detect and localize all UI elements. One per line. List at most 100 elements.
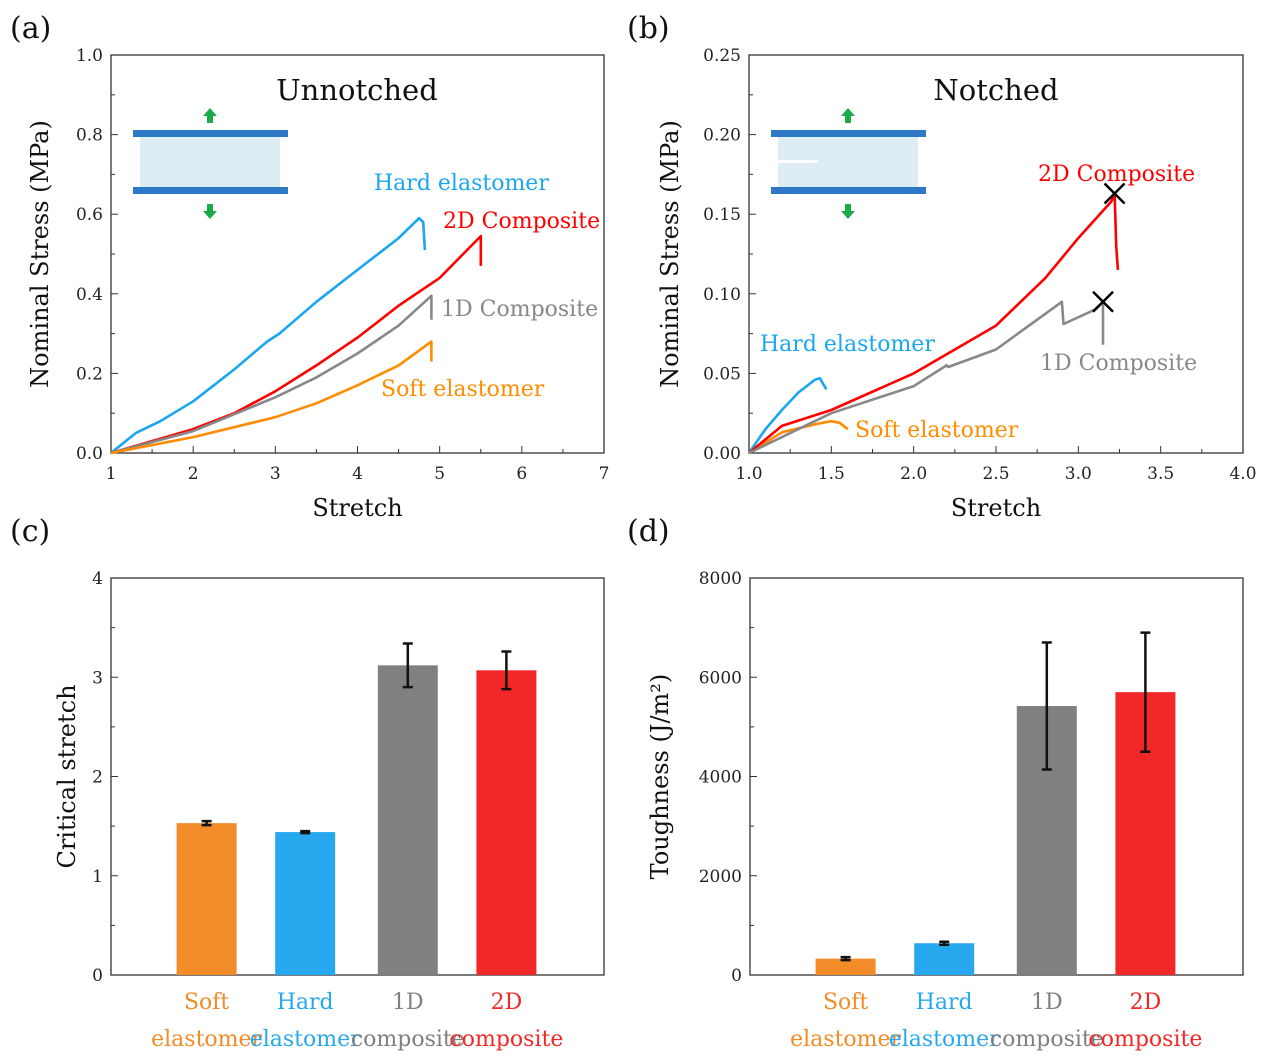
- category-label: composite: [351, 1027, 465, 1052]
- y-tick-label: 0.25: [703, 46, 741, 66]
- category-label: elastomer: [790, 1027, 901, 1052]
- category-label: elastomer: [250, 1027, 361, 1052]
- y-axis-label: Nominal Stress (MPa): [26, 120, 54, 388]
- category-label: elastomer: [889, 1027, 1000, 1052]
- chart-title: Unnotched: [276, 73, 438, 107]
- category-label: Hard: [916, 990, 973, 1015]
- y-tick-label: 0.2: [76, 364, 103, 384]
- category-label: Hard: [277, 990, 334, 1015]
- series-line-1d-composite: [110, 294, 433, 455]
- x-tick-label: 3.0: [1065, 464, 1092, 484]
- notch-cut: [778, 160, 818, 163]
- bar: [377, 665, 438, 975]
- error-bar: [501, 650, 512, 691]
- bar: [275, 832, 336, 975]
- error-bar: [939, 940, 950, 946]
- series-line-hard-elastomer: [110, 216, 427, 455]
- x-tick-label: 2.0: [900, 464, 927, 484]
- error-bar: [840, 955, 851, 962]
- category-label: composite: [449, 1027, 563, 1052]
- specimen-inset: [133, 108, 288, 219]
- x-tick-label: 2: [188, 464, 199, 484]
- y-tick-label: 2: [92, 768, 103, 788]
- series-label: Hard elastomer: [374, 171, 549, 196]
- plot-frame: [748, 54, 1244, 454]
- error-bar: [1041, 641, 1052, 771]
- fracture-x-marker: [1103, 182, 1126, 205]
- x-tick-label: 3: [270, 464, 281, 484]
- panel-d: (d) 0 2000 4000 6000 8000 Toughness (J/m²) Soft…: [627, 514, 1244, 1052]
- y-tick-label: 0.6: [76, 205, 103, 225]
- category-label: Soft: [184, 990, 229, 1015]
- series-line-2d-composite: [110, 234, 483, 455]
- series-line-2d-composite: [748, 192, 1120, 455]
- series-label: Soft elastomer: [855, 418, 1019, 443]
- category-label: Soft: [823, 990, 868, 1015]
- x-tick-label: 6: [516, 464, 527, 484]
- category-label: elastomer: [151, 1027, 262, 1052]
- series-line-soft-elastomer: [748, 419, 849, 455]
- category-label: composite: [990, 1027, 1104, 1052]
- y-tick-label: 0.0: [76, 444, 103, 464]
- bar: [476, 670, 537, 975]
- panel-b: (b) 0.00 0.05 0.10 0.15 0.20 0.25 Nominal Stres…: [627, 11, 1257, 522]
- y-tick-label: 0.4: [76, 285, 103, 305]
- clamp-bar: [133, 187, 288, 194]
- y-tick-label: 0.10: [703, 285, 741, 305]
- category-label: composite: [1088, 1027, 1202, 1052]
- series-label: 1D Composite: [441, 297, 598, 322]
- error-bar: [1140, 631, 1151, 753]
- arrow-up-icon: [203, 108, 217, 123]
- chart-title: Notched: [933, 73, 1058, 107]
- x-tick-label: 4.0: [1229, 464, 1256, 484]
- panel-label: (c): [10, 514, 50, 549]
- y-axis-label: Toughness (J/m²): [646, 674, 674, 880]
- clamp-bar: [771, 130, 926, 137]
- category-label: 1D: [392, 990, 424, 1015]
- error-bar: [300, 829, 311, 835]
- arrow-down-icon: [841, 204, 855, 219]
- clamp-bar: [133, 130, 288, 137]
- x-tick-label: 1.0: [735, 464, 762, 484]
- y-axis-label: Critical stretch: [53, 684, 81, 868]
- arrow-down-icon: [203, 204, 217, 219]
- panel-label: (b): [627, 11, 670, 46]
- x-tick-label: 4: [352, 464, 363, 484]
- x-tick-label: 7: [599, 464, 610, 484]
- series-label: 2D Composite: [443, 209, 600, 234]
- panel-c: (c) 0 1 2 3 4 Critical stretch Soft elastomer Har…: [10, 514, 605, 1052]
- x-tick-label: 5: [434, 464, 445, 484]
- bar: [176, 823, 237, 975]
- category-label: 2D: [491, 990, 523, 1015]
- y-tick-label: 0.8: [76, 126, 103, 146]
- x-axis-label: Stretch: [951, 494, 1041, 522]
- error-bar: [402, 642, 413, 689]
- series-label: Soft elastomer: [381, 377, 545, 402]
- panel-label: (d): [627, 514, 670, 549]
- y-tick-label: 4: [92, 569, 103, 589]
- series-label: 1D Composite: [1040, 351, 1197, 376]
- category-label: 1D: [1031, 990, 1063, 1015]
- x-tick-label: 2.5: [982, 464, 1009, 484]
- x-tick-label: 1.5: [818, 464, 845, 484]
- specimen-inset: [771, 108, 926, 219]
- x-tick-label: 1: [106, 464, 117, 484]
- y-tick-label: 0: [92, 966, 103, 986]
- y-tick-label: 0.00: [703, 444, 741, 464]
- bar: [914, 943, 975, 975]
- series-label: Hard elastomer: [760, 332, 935, 357]
- y-tick-label: 4000: [699, 768, 742, 788]
- category-label: 2D: [1130, 990, 1162, 1015]
- series-line-hard-elastomer: [747, 376, 828, 454]
- bar: [815, 958, 876, 975]
- series-line-soft-elastomer: [110, 340, 433, 455]
- specimen-sample: [140, 137, 280, 187]
- x-axis-label: Stretch: [312, 494, 402, 522]
- y-tick-label: 0.15: [703, 205, 741, 225]
- panel-a: (a) 0.0 0.2 0.4 0.6 0.8 1.0 Nominal Stress (MPa…: [10, 11, 609, 522]
- series-label: 2D Composite: [1038, 162, 1195, 187]
- y-tick-label: 0: [731, 966, 742, 986]
- y-tick-label: 0.20: [703, 126, 741, 146]
- error-bar: [201, 819, 212, 827]
